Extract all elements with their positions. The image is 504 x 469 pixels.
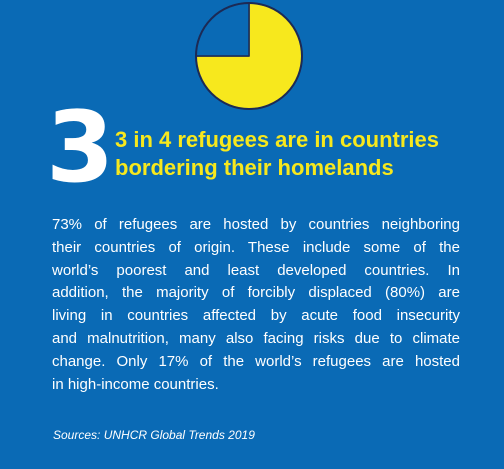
pie-chart [195,2,303,110]
body-line: and malnutrition, many also facing risks… [52,329,460,347]
body-line: in high-income countries. [52,375,219,393]
body-line: their countries of origin. These include… [52,238,460,256]
body-line: addition, the majority of forcibly displ… [52,284,460,302]
source-note: Sources: UNHCR Global Trends 2019 [53,428,255,442]
body-line: 73% of refugees are hosted by countries … [52,216,460,233]
headline: 3 in 4 refugees are in countries borderi… [115,126,495,182]
headline-line: 3 in 4 refugees are in countries [115,127,440,152]
body-line: living in countries affected by acute fo… [52,307,460,325]
pie-outline [195,2,303,110]
big-number: 3 [46,91,115,205]
body-line: change. Only 17% of the world’s refugees… [52,352,460,370]
headline-line: bordering their homelands [115,155,394,180]
body-paragraph: 73% of refugees are hosted by countries … [52,214,460,396]
body-line: world’s poorest and least developed coun… [52,261,460,279]
